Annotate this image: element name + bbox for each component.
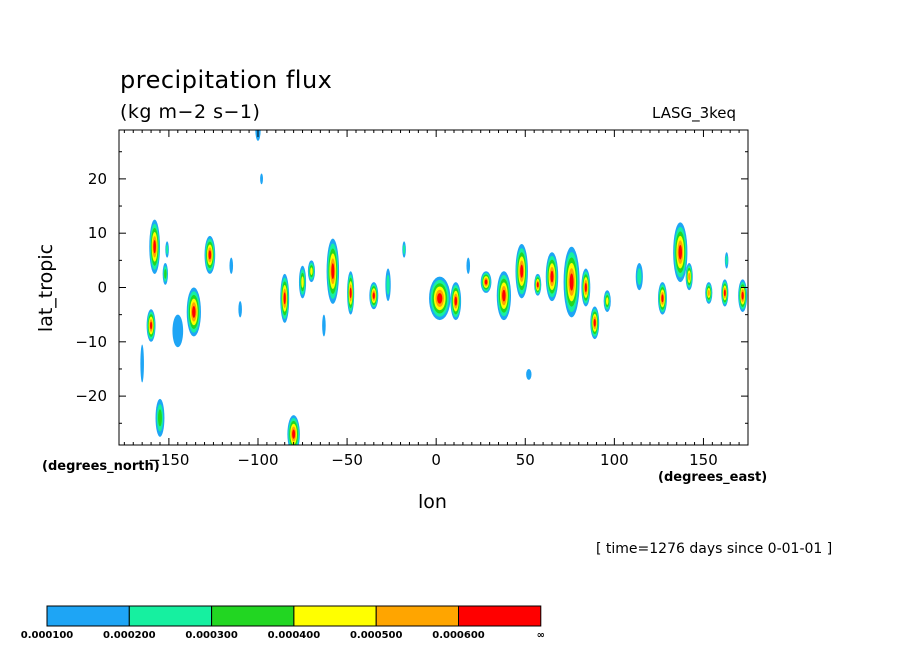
precip-cell-7-level-1	[229, 257, 234, 274]
y-tick-label: 20	[88, 170, 107, 188]
x-axis-label: lon	[418, 491, 447, 513]
precip-cell-31-level-5	[688, 272, 691, 281]
precip-cell-15-level-2	[386, 274, 390, 295]
x-tick-label: 150	[689, 451, 718, 469]
precip-cell-26-level-6	[593, 318, 596, 327]
x-axis-units: (degrees_east)	[658, 470, 768, 485]
y-tick-label: 0	[97, 279, 107, 297]
precip-cell-0-level-6	[153, 240, 156, 254]
precip-cell-9-level-6	[283, 292, 286, 305]
precip-cell-16-level-2	[403, 244, 406, 255]
precip-cell-24-level-6	[569, 273, 574, 291]
precip-cell-4-level-6	[192, 306, 196, 318]
precip-cell-6-level-6	[208, 250, 212, 260]
precip-cell-25-level-6	[584, 282, 587, 293]
precip-cell-17-level-6	[437, 293, 443, 304]
chart-units: (kg m−2 s−1)	[120, 101, 261, 123]
contour-layer	[140, 130, 748, 445]
chart-title: precipitation flux	[120, 66, 333, 94]
precip-cell-8-level-1	[238, 301, 242, 318]
x-tick-label: −150	[148, 451, 189, 469]
precip-cell-19-level-6	[484, 279, 488, 285]
precip-cell-33-level-6	[723, 289, 726, 297]
precip-cell-41-level-1	[322, 314, 326, 337]
y-axis-label: lat_tropic	[35, 243, 57, 333]
precip-cell-20-level-6	[502, 289, 506, 302]
precip-cell-5-level-1	[172, 314, 184, 348]
precip-cell-32-level-5	[707, 289, 710, 297]
precip-cell-14-level-6	[372, 292, 375, 299]
time-label: [ time=1276 days since 0-01-01 ]	[596, 541, 833, 557]
x-tick-label: 100	[600, 451, 629, 469]
precip-cell-27-level-4	[605, 297, 609, 305]
precip-cell-36-level-3	[158, 409, 162, 427]
precip-cell-30-level-6	[678, 244, 683, 260]
precip-cell-21-level-6	[520, 264, 524, 278]
precip-cell-29-level-6	[661, 294, 664, 303]
precip-cell-13-level-6	[349, 287, 352, 299]
precip-cell-2-level-2	[166, 244, 169, 255]
precip-cell-38-level-6	[292, 429, 296, 439]
precip-cell-12-level-6	[331, 263, 335, 280]
x-tick-label: −50	[331, 451, 363, 469]
precip-cell-11-level-4	[310, 267, 313, 275]
precip-cell-23-level-6	[550, 270, 554, 283]
precip-cell-3-level-6	[149, 321, 153, 330]
precip-cell-35-level-6	[741, 291, 744, 300]
x-tick-label: 50	[516, 451, 535, 469]
precip-cell-1-level-3	[164, 269, 167, 279]
run-name: LASG_3keq	[652, 104, 737, 122]
precip-cell-28-level-2	[637, 268, 642, 285]
precip-cell-34-level-2	[725, 255, 728, 266]
precip-cell-18-level-6	[454, 296, 458, 306]
y-tick-label: 10	[88, 224, 107, 242]
x-tick-label: −100	[237, 451, 278, 469]
precip-cell-42-level-1	[526, 368, 532, 380]
precip-cell-37-level-1	[140, 344, 144, 383]
y-tick-label: −10	[75, 333, 107, 351]
y-tick-label: −20	[75, 387, 107, 405]
y-axis-units: (degrees_north)	[42, 459, 160, 474]
precip-cell-43-level-1	[466, 257, 471, 274]
precip-cell-22-level-6	[536, 282, 539, 288]
precip-cell-10-level-4	[301, 276, 304, 288]
x-tick-label: 0	[431, 451, 441, 469]
precip-cell-40-level-1	[260, 173, 263, 185]
